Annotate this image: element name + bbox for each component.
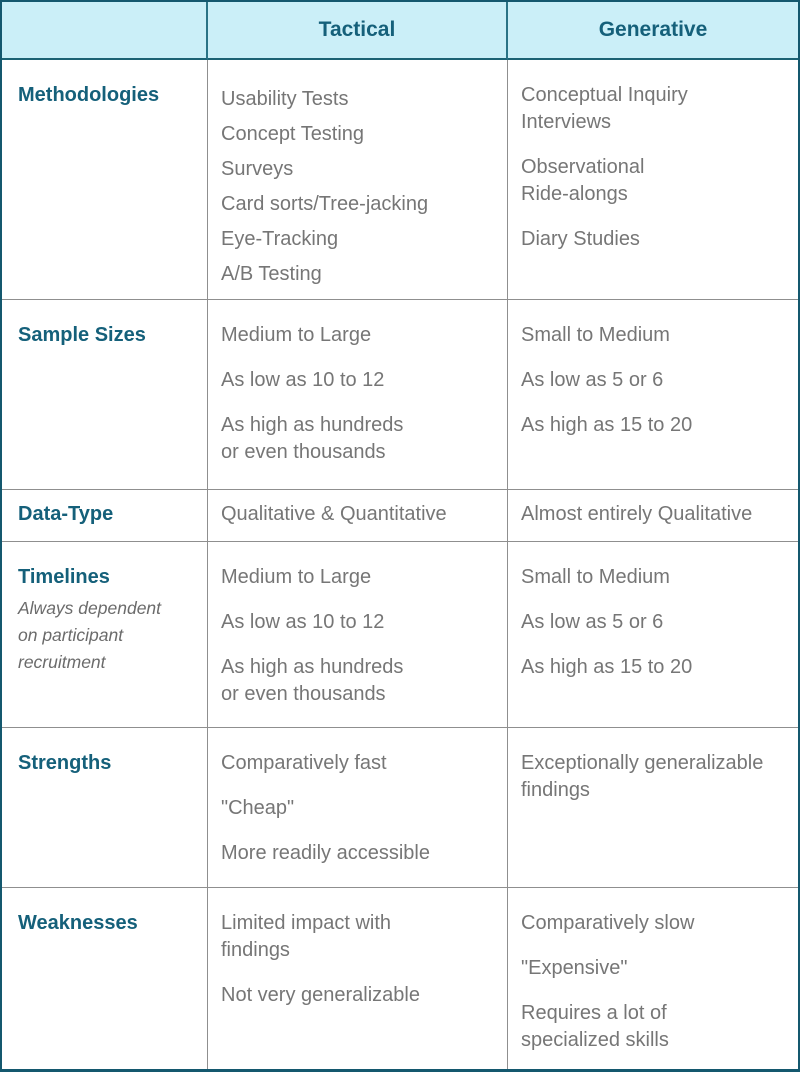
cell-paragraph: Small to Medium (521, 324, 670, 346)
row-label: Data-Type (18, 503, 114, 525)
cell-paragraph: As low as 5 or 6 (521, 611, 664, 633)
row-label: Weaknesses (18, 912, 138, 934)
header-empty-cell (2, 2, 208, 60)
cell-paragraph: "Expensive" (521, 957, 628, 979)
tactical-cell-data-type: Qualitative & Quantitative (208, 490, 508, 542)
cell-paragraph: Comparatively slow (521, 912, 695, 934)
generative-cell-data-type: Almost entirely Qualitative (508, 490, 798, 542)
tactical-cell-sample-sizes: Medium to Large As low as 10 to 12 As hi… (208, 300, 508, 490)
tactical-cell-weaknesses: Limited impact with findings Not very ge… (208, 888, 508, 1069)
cell-paragraph: As high as hundreds or even thousands (221, 414, 404, 463)
row-label-cell-weaknesses: Weaknesses (2, 888, 208, 1069)
cell-paragraph: "Cheap" (221, 797, 295, 819)
cell-paragraph: Qualitative & Quantitative (221, 503, 447, 525)
header-tactical: Tactical (208, 2, 508, 60)
cell-paragraph: Medium to Large (221, 566, 372, 588)
generative-cell-timelines: Small to Medium As low as 5 or 6 As high… (508, 542, 798, 728)
cell-paragraph: As low as 5 or 6 (521, 369, 664, 391)
generative-cell-sample-sizes: Small to Medium As low as 5 or 6 As high… (508, 300, 798, 490)
cell-paragraph: Not very generalizable (221, 984, 420, 1006)
cell-paragraph: Conceptual Inquiry Interviews (521, 84, 688, 133)
row-label: Methodologies (18, 84, 160, 106)
generative-cell-strengths: Exceptionally generalizable findings (508, 728, 798, 888)
cell-paragraph: Exceptionally generalizable findings (521, 752, 764, 801)
tactical-cell-timelines: Medium to Large As low as 10 to 12 As hi… (208, 542, 508, 728)
row-label: Sample Sizes (18, 324, 146, 346)
row-label-cell-timelines: Timelines Always dependent on participan… (2, 542, 208, 728)
cell-paragraph: Usability Tests Concept Testing Surveys … (221, 88, 429, 285)
cell-paragraph: As low as 10 to 12 (221, 611, 385, 633)
cell-paragraph: Medium to Large (221, 324, 372, 346)
cell-paragraph: Observational Ride-alongs (521, 156, 645, 205)
row-label-cell-methodologies: Methodologies (2, 60, 208, 300)
tactical-cell-strengths: Comparatively fast "Cheap" More readily … (208, 728, 508, 888)
cell-paragraph: Almost entirely Qualitative (521, 503, 753, 525)
cell-paragraph: Diary Studies (521, 228, 640, 250)
cell-paragraph: Comparatively fast (221, 752, 387, 774)
row-label: Strengths (18, 752, 112, 774)
cell-paragraph: As high as hundreds or even thousands (221, 656, 404, 705)
cell-paragraph: As high as 15 to 20 (521, 414, 693, 436)
row-label-cell-data-type: Data-Type (2, 490, 208, 542)
cell-paragraph: Limited impact with findings (221, 912, 392, 961)
tactical-cell-methodologies: Usability Tests Concept Testing Surveys … (208, 60, 508, 300)
row-note: Always dependent on participant recruitm… (18, 598, 162, 672)
row-label: Timelines (18, 566, 110, 588)
cell-paragraph: As low as 10 to 12 (221, 369, 385, 391)
cell-paragraph: As high as 15 to 20 (521, 656, 693, 678)
generative-cell-methodologies: Conceptual Inquiry Interviews Observatio… (508, 60, 798, 300)
header-generative: Generative (508, 2, 798, 60)
cell-paragraph: Requires a lot of specialized skills (521, 1002, 669, 1051)
generative-cell-weaknesses: Comparatively slow "Expensive" Requires … (508, 888, 798, 1069)
cell-paragraph: Small to Medium (521, 566, 670, 588)
cell-paragraph: More readily accessible (221, 842, 430, 864)
row-label-cell-sample-sizes: Sample Sizes (2, 300, 208, 490)
row-label-cell-strengths: Strengths (2, 728, 208, 888)
